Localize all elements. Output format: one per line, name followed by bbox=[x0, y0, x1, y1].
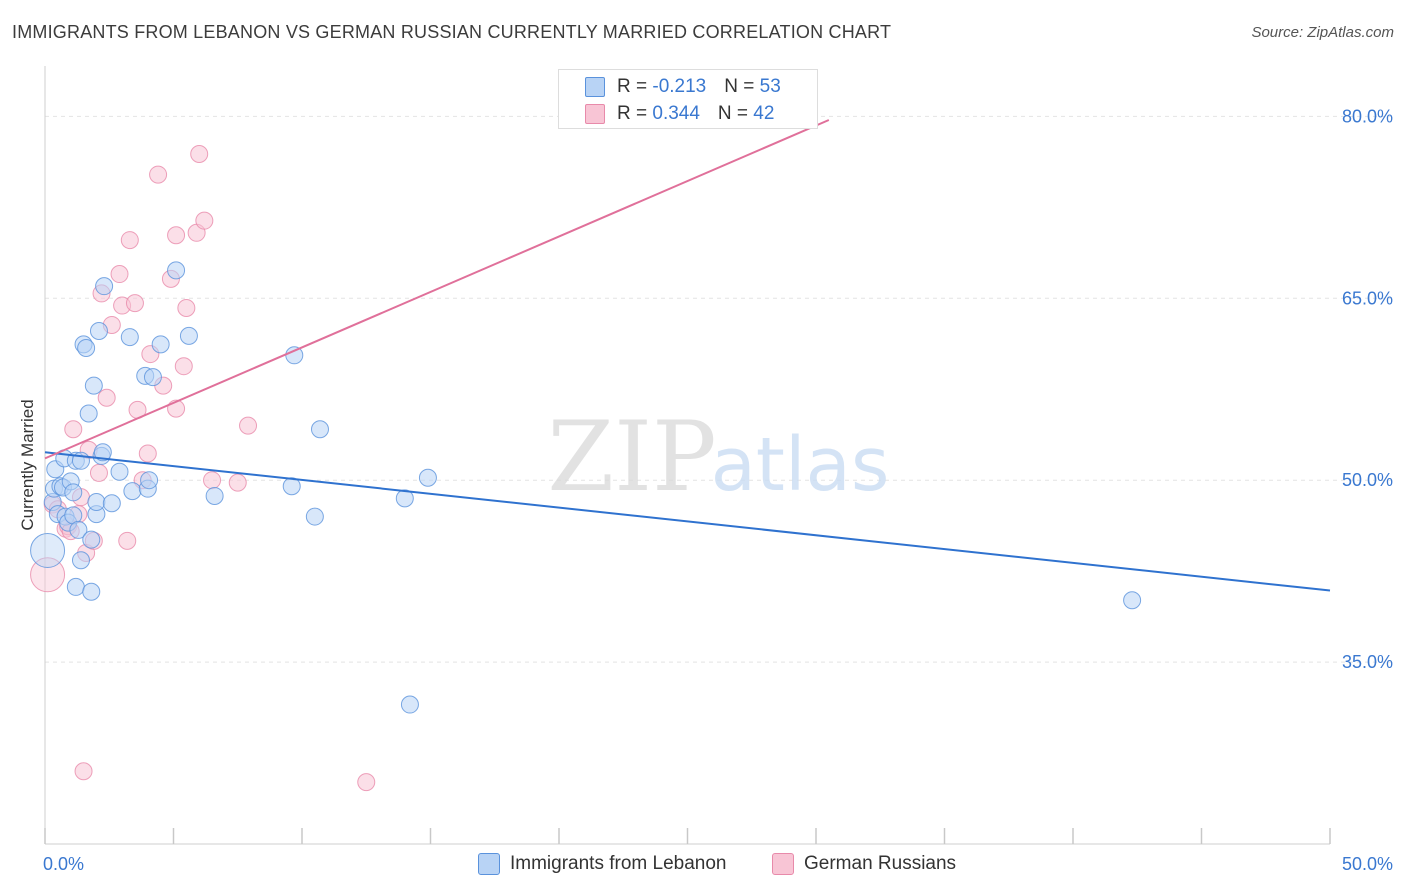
german-russians-point-6 bbox=[64, 420, 83, 439]
lebanon-point-17 bbox=[71, 551, 90, 570]
y-axis-label-wrap: Currently Married bbox=[14, 300, 42, 630]
watermark-zip: ZIP bbox=[547, 401, 716, 513]
german-russians-point-9 bbox=[74, 762, 93, 781]
trend-line-german-russians bbox=[44, 119, 830, 460]
legend-swatch-german-russians bbox=[772, 853, 794, 875]
lebanon-point-48 bbox=[1123, 591, 1142, 610]
lebanon-point-42 bbox=[282, 477, 301, 496]
german-russians-point-15 bbox=[97, 388, 116, 407]
lebanon-point-37 bbox=[143, 368, 162, 387]
lebanon-point-46 bbox=[395, 489, 414, 508]
lebanon-point-19 bbox=[77, 339, 96, 358]
german-russians-point-31 bbox=[174, 357, 193, 376]
y-tick-label-0: 35.0% bbox=[1342, 652, 1393, 672]
lebanon-point-44 bbox=[305, 507, 324, 526]
trend-lines bbox=[44, 119, 1331, 592]
series-german-russians-points bbox=[30, 144, 376, 792]
german-russians-point-34 bbox=[190, 144, 209, 163]
german-russians-point-32 bbox=[177, 298, 196, 317]
lebanon-point-15 bbox=[69, 520, 88, 539]
watermark: ZIP atlas bbox=[547, 401, 889, 513]
watermark-atlas: atlas bbox=[711, 422, 890, 508]
lebanon-point-31 bbox=[110, 462, 129, 481]
chart-title: IMMIGRANTS FROM LEBANON VS GERMAN RUSSIA… bbox=[12, 22, 892, 42]
german-russians-point-13 bbox=[89, 463, 108, 482]
german-russians-point-38 bbox=[239, 416, 258, 435]
german-russians-point-26 bbox=[149, 165, 168, 184]
legend-stats-lebanon: R = -0.213 N = 53 bbox=[617, 76, 781, 98]
lebanon-point-25 bbox=[87, 493, 106, 512]
lebanon-point-28 bbox=[93, 443, 112, 462]
lebanon-point-11 bbox=[64, 483, 83, 502]
y-tick-label-3: 80.0% bbox=[1342, 106, 1393, 126]
german-russians-point-21 bbox=[125, 294, 144, 313]
legend-stats-german-russians: R = 0.344 N = 42 bbox=[617, 103, 774, 125]
x-tick-label-0: 0.0% bbox=[43, 854, 84, 874]
y-tick-label-2: 65.0% bbox=[1342, 288, 1393, 308]
axes bbox=[44, 66, 1331, 845]
n-value: 53 bbox=[759, 76, 781, 97]
r-label: R = bbox=[617, 103, 653, 124]
r-value: -0.213 bbox=[652, 76, 707, 97]
lebanon-point-26 bbox=[89, 322, 108, 341]
lebanon-point-30 bbox=[102, 494, 121, 513]
tick-labels: 35.0% 50.0% 65.0% 80.0% 0.0% 50.0% bbox=[43, 106, 1393, 874]
y-tick-label-1: 50.0% bbox=[1342, 470, 1393, 490]
german-russians-point-36 bbox=[203, 471, 222, 490]
legend-label-lebanon: Immigrants from Lebanon bbox=[510, 853, 727, 874]
lebanon-point-36 bbox=[140, 471, 159, 490]
lebanon-point-45 bbox=[310, 420, 329, 439]
lebanon-point-20 bbox=[79, 404, 98, 423]
lebanon-point-43 bbox=[285, 346, 304, 365]
lebanon-point-32 bbox=[120, 328, 139, 347]
german-russians-point-0 bbox=[30, 557, 66, 593]
source-credit: Source: ZipAtlas.com bbox=[1251, 24, 1394, 41]
y-axis-label: Currently Married bbox=[18, 399, 37, 531]
lebanon-point-14 bbox=[66, 577, 85, 596]
german-russians-point-39 bbox=[357, 773, 376, 792]
n-value: 42 bbox=[753, 103, 775, 124]
lebanon-point-47 bbox=[418, 468, 437, 487]
n-label: N = bbox=[717, 103, 754, 124]
lebanon-point-41 bbox=[205, 486, 224, 505]
german-russians-point-19 bbox=[118, 531, 137, 550]
german-russians-point-29 bbox=[167, 226, 186, 245]
n-label: N = bbox=[724, 76, 760, 97]
lebanon-point-22 bbox=[82, 530, 101, 549]
german-russians-point-37 bbox=[228, 473, 247, 492]
legend-swatch-lebanon bbox=[585, 77, 605, 97]
trend-line-lebanon bbox=[44, 451, 1331, 592]
x-tick-label-1: 50.0% bbox=[1342, 854, 1393, 874]
legend-swatch-german-russians bbox=[585, 104, 605, 124]
legend-label-german-russians: German Russians bbox=[804, 853, 957, 874]
lebanon-point-38 bbox=[151, 335, 170, 354]
lebanon-point-0 bbox=[30, 533, 66, 569]
r-label: R = bbox=[617, 76, 653, 97]
lebanon-point-39 bbox=[167, 261, 186, 280]
gridlines bbox=[45, 115, 1392, 663]
lebanon-point-33 bbox=[123, 482, 142, 501]
german-russians-point-17 bbox=[110, 265, 129, 284]
lebanon-point-40 bbox=[179, 326, 198, 345]
german-russians-point-20 bbox=[120, 231, 139, 250]
r-value: 0.344 bbox=[652, 103, 700, 124]
lebanon-point-23 bbox=[84, 376, 103, 395]
correlation-legend: R = -0.213 N = 53 R = 0.344 N = 42 bbox=[558, 69, 818, 129]
german-russians-point-24 bbox=[138, 444, 157, 463]
lebanon-point-29 bbox=[95, 277, 114, 296]
lebanon-point-49 bbox=[400, 695, 419, 714]
series-lebanon-points bbox=[30, 261, 1142, 714]
german-russians-point-35 bbox=[195, 211, 214, 230]
lebanon-point-21 bbox=[82, 582, 101, 601]
legend-swatch-lebanon bbox=[478, 853, 500, 875]
